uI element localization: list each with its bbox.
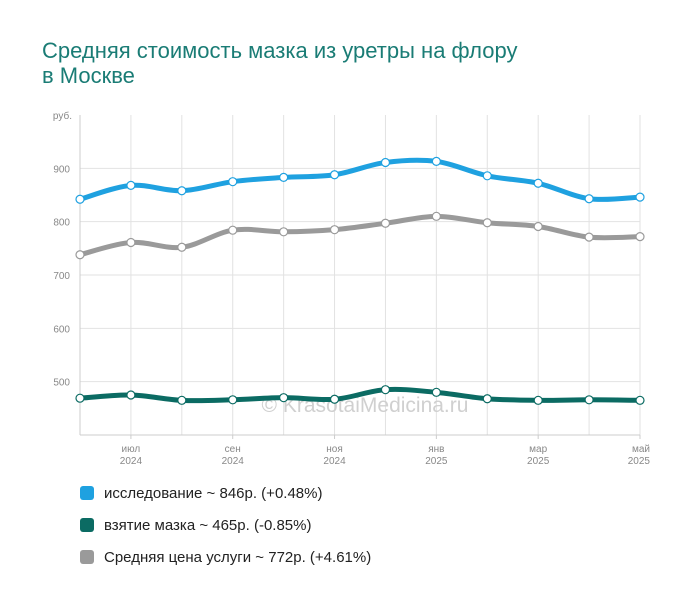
data-point-research (329, 170, 340, 180)
legend-label-research: исследование ~ 846р. (+0.48%) (104, 484, 323, 502)
data-point-research (380, 157, 391, 168)
x-tick-label-month: янв (428, 444, 444, 455)
x-tick-label-year: 2025 (628, 456, 651, 467)
x-tick-label-month: июл (122, 444, 141, 455)
x-tick-label-year: 2024 (323, 456, 346, 467)
data-point-average (635, 232, 645, 242)
data-point-average (329, 225, 340, 235)
legend-swatch-research (80, 486, 94, 500)
data-point-smear (380, 385, 391, 395)
data-point-average (482, 218, 492, 228)
y-tick-label: 800 (53, 218, 70, 229)
data-point-research (584, 194, 594, 204)
data-point-average (126, 237, 136, 248)
y-tick-label: 600 (53, 324, 70, 335)
x-tick-label-year: 2025 (527, 456, 550, 467)
y-tick-label: 700 (53, 271, 70, 282)
x-tick-label-year: 2025 (425, 456, 448, 467)
x-tick-label-month: май (632, 444, 650, 455)
data-point-research (126, 180, 136, 190)
data-point-research (431, 156, 441, 166)
data-point-smear (533, 395, 543, 405)
data-point-smear (126, 390, 136, 400)
y-tick-label: 500 (53, 378, 70, 389)
x-tick-label-year: 2024 (120, 456, 143, 467)
legend-item-average[interactable]: Средняя цена услуги ~ 772р. (+4.61%) (80, 546, 371, 568)
data-point-smear (228, 395, 238, 405)
legend-item-research[interactable]: исследование ~ 846р. (+0.48%) (80, 482, 371, 504)
data-point-research (228, 177, 238, 187)
chart-title: Средняя стоимость мазка из уретры на фло… (42, 38, 642, 88)
data-point-research (279, 172, 289, 182)
chart-title-line-2: в Москве (42, 63, 135, 88)
series-line-research (77, 157, 643, 202)
data-point-research (533, 178, 543, 188)
data-point-smear (279, 393, 289, 403)
legend-label-average: Средняя цена услуги ~ 772р. (+4.61%) (104, 548, 372, 566)
legend-item-smear[interactable]: взятие мазка ~ 465р. (-0.85%) (80, 514, 371, 536)
x-tick-label-month: сен (225, 444, 241, 455)
data-point-average (380, 218, 391, 228)
legend-label-smear: взятие мазка ~ 465р. (-0.85%) (104, 516, 312, 534)
data-point-smear (431, 387, 441, 397)
data-point-smear (329, 394, 340, 404)
legend-swatch-smear (80, 518, 94, 532)
legend-swatch-average (80, 550, 94, 564)
chart-title-line-1: Средняя стоимость мазка из уретры на фло… (42, 38, 518, 63)
data-point-average (431, 211, 441, 221)
x-tick-label-year: 2024 (222, 456, 245, 467)
data-point-research (75, 194, 85, 204)
legend: исследование ~ 846р. (+0.48%) взятие маз… (80, 482, 371, 578)
data-point-smear (635, 395, 645, 405)
x-tick-label-month: мар (529, 444, 547, 455)
data-point-research (482, 171, 492, 181)
data-point-smear (177, 395, 187, 405)
x-tick-label-month: ноя (326, 444, 343, 455)
data-point-average (533, 221, 543, 232)
data-point-smear (482, 394, 492, 404)
series-group (75, 156, 645, 405)
data-point-research (635, 192, 645, 202)
data-point-average (177, 242, 187, 252)
y-tick-label: 900 (53, 164, 70, 175)
y-axis-label: руб. (53, 110, 72, 122)
data-point-average (75, 250, 85, 260)
axes: 500600700800900руб.июл2024сен2024ноя2024… (53, 110, 651, 467)
data-point-smear (584, 395, 594, 405)
data-point-average (279, 227, 289, 237)
data-point-average (228, 225, 238, 235)
data-point-smear (75, 393, 85, 403)
data-point-research (177, 186, 187, 196)
data-point-average (584, 232, 594, 242)
grid (79, 115, 641, 435)
